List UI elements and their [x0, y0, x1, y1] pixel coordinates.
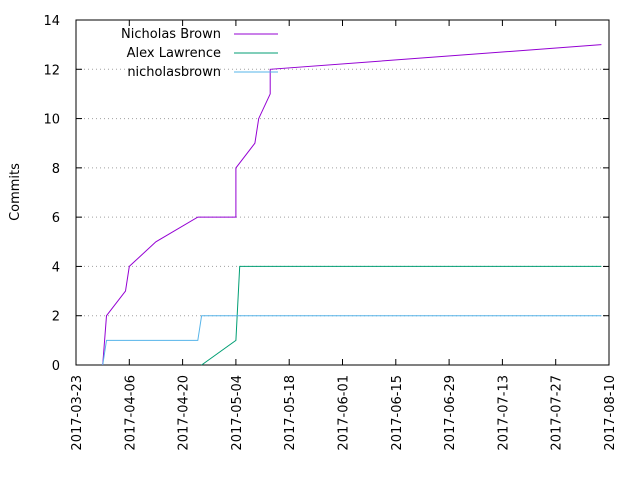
- y-tick-label: 6: [52, 211, 60, 226]
- x-tick-label: 2017-04-20: [177, 375, 192, 451]
- x-tick-label: 2017-04-06: [123, 375, 138, 451]
- y-tick-label: 2: [52, 310, 60, 325]
- series-line-nicholasbrown: [102, 315, 602, 366]
- y-tick-label: 14: [43, 14, 60, 29]
- x-tick-label: 2017-08-10: [603, 375, 618, 451]
- legend-label: Alex Lawrence: [127, 46, 221, 61]
- x-tick-label: 2017-06-15: [390, 375, 405, 451]
- grid-lines: [76, 68, 609, 317]
- y-tick-label: 12: [43, 63, 60, 78]
- x-tick-label: 2017-03-23: [70, 375, 85, 451]
- y-tick-label: 0: [52, 359, 60, 374]
- y-tick-label: 8: [52, 162, 60, 177]
- legend: Nicholas Brown Alex Lawrence nicholasbrown: [121, 27, 278, 80]
- legend-label: nicholasbrown: [127, 65, 221, 80]
- legend-label: Nicholas Brown: [121, 27, 221, 42]
- y-tick-label: 10: [43, 113, 60, 128]
- series-lines: [102, 44, 602, 366]
- x-tick-label: 2017-06-29: [443, 375, 458, 451]
- y-tick-label: 4: [52, 260, 60, 275]
- x-tick-label: 2017-06-01: [337, 375, 352, 451]
- x-tick-label: 2017-07-27: [550, 375, 565, 451]
- x-tick-label: 2017-07-13: [496, 375, 511, 451]
- series-line-alex-lawrence: [201, 265, 602, 366]
- x-tick-label: 2017-05-04: [230, 375, 245, 451]
- axis-ticks: 0 2 4 6 8 10 12 14 2017-03-23 2017-04-06 2017-04-2…: [43, 14, 618, 451]
- x-tick-label: 2017-05-18: [283, 375, 298, 451]
- series-line-nicholas-brown: [102, 44, 602, 366]
- y-axis-title: Commits: [8, 163, 23, 221]
